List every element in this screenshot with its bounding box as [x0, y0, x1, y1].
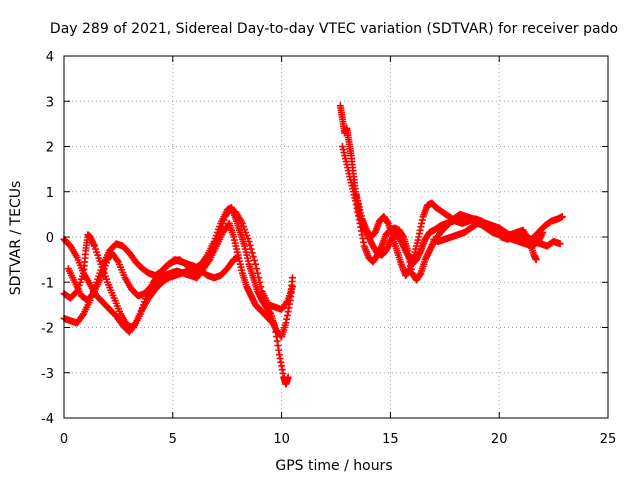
y-tick-label: -1: [41, 276, 54, 291]
y-tick-label: -2: [41, 322, 54, 337]
data-point: [220, 216, 228, 224]
data-point: [532, 256, 540, 264]
x-tick-label: 15: [382, 432, 399, 447]
data-point: [251, 260, 259, 268]
x-tick-label: 25: [600, 432, 617, 447]
data-point: [255, 274, 263, 282]
y-tick-label: -3: [41, 367, 54, 382]
y-tick-label: 2: [46, 141, 54, 156]
data-point: [254, 269, 262, 277]
data-point: [247, 245, 255, 253]
data-point: [250, 256, 258, 264]
x-tick-label: 0: [60, 432, 68, 447]
y-tick-label: 3: [46, 95, 54, 110]
data-point: [214, 233, 222, 241]
data-point: [256, 278, 264, 286]
x-tick-label: 5: [169, 432, 177, 447]
y-tick-label: 1: [46, 186, 54, 201]
y-tick-label: -4: [41, 412, 54, 427]
data-point: [284, 373, 292, 381]
y-axis-label: SDTVAR / TECUs: [8, 181, 24, 296]
data-point: [556, 240, 564, 248]
y-tick-label: 0: [46, 231, 54, 246]
data-point: [245, 238, 253, 246]
data-point: [218, 223, 226, 231]
data-point: [78, 311, 86, 319]
data-point: [217, 226, 225, 234]
data-point: [219, 219, 227, 227]
data-point: [253, 265, 261, 273]
data-point: [246, 241, 254, 249]
data-point: [558, 213, 566, 221]
data-point: [234, 253, 242, 261]
x-tick-label: 20: [491, 432, 508, 447]
data-point: [200, 262, 208, 270]
series-track-8: [430, 219, 540, 264]
data-point: [283, 298, 291, 306]
data-point: [72, 288, 80, 296]
data-point: [288, 274, 296, 282]
series-track-4: [60, 206, 296, 331]
axis-ticks: 0 5 10 15 20 25 -4 -3 -2 -1 0 1 2 3 4: [41, 50, 616, 447]
chart-title: Day 289 of 2021, Sidereal Day-to-day VTE…: [50, 21, 618, 37]
y-tick-label: 4: [46, 50, 54, 65]
x-tick-label: 10: [273, 432, 290, 447]
data-points: [60, 102, 566, 388]
data-point: [248, 249, 256, 257]
data-point: [288, 283, 296, 291]
data-point: [113, 256, 121, 264]
x-axis-label: GPS time / hours: [275, 458, 392, 474]
data-point: [249, 253, 257, 261]
data-point: [257, 283, 265, 291]
data-point: [539, 228, 547, 236]
data-point: [216, 230, 224, 238]
